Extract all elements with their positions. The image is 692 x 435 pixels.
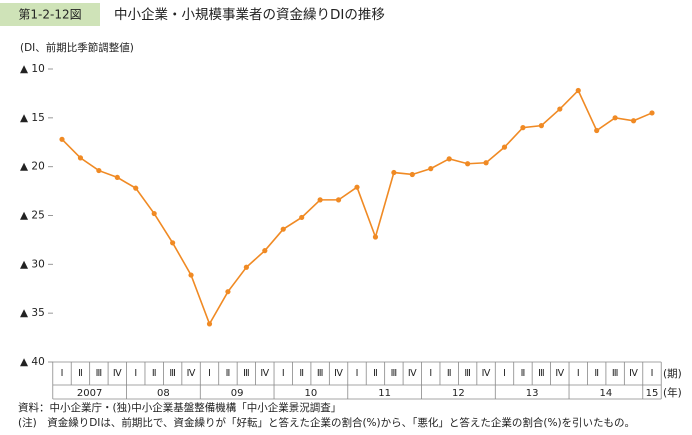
year-label: 10 — [305, 388, 318, 399]
source-note: 資料：中小企業庁・(独)中小企業基盤整備機構「中小企業景況調査」 — [18, 401, 341, 414]
data-point — [206, 321, 213, 327]
x-tick-label: Ⅳ — [260, 368, 269, 379]
data-point — [225, 289, 231, 295]
data-point — [538, 123, 544, 129]
figure-number-box — [0, 3, 100, 26]
x-tick-label: Ⅲ — [169, 368, 176, 379]
x-tick-label: Ⅰ — [651, 368, 654, 379]
data-point — [612, 115, 618, 121]
figure-number: 第1-2-12図 — [18, 8, 81, 22]
x-tick-label: Ⅱ — [373, 368, 378, 379]
year-label: 08 — [157, 388, 170, 399]
x-tick-label: Ⅰ — [356, 368, 359, 379]
x-tick-label: Ⅱ — [521, 368, 526, 379]
x-tick-label: Ⅳ — [187, 368, 196, 379]
chart-title: 中小企業・小規模事業者の資金繰りDIの推移 — [114, 6, 385, 23]
x-unit-quarter: (期) — [663, 368, 682, 380]
x-tick-label: Ⅱ — [226, 368, 231, 379]
data-line — [61, 89, 653, 326]
data-point — [372, 234, 379, 240]
data-point — [59, 136, 65, 142]
data-point — [262, 248, 268, 254]
data-point — [483, 160, 489, 166]
data-point — [299, 214, 305, 221]
data-point — [409, 171, 415, 178]
x-tick-label: Ⅳ — [482, 368, 491, 379]
x-tick-label: Ⅰ — [577, 368, 580, 379]
x-tick-label: Ⅱ — [447, 368, 452, 379]
x-tick-label: Ⅳ — [555, 368, 564, 379]
x-tick-label: Ⅲ — [317, 368, 324, 379]
x-tick-label: Ⅲ — [538, 368, 545, 379]
data-point — [428, 166, 434, 172]
y-tick-label: ▲ 15 — [20, 112, 45, 124]
data-point — [243, 264, 249, 270]
data-point — [133, 185, 139, 191]
y-tick-label: ▲ 35 — [20, 307, 45, 319]
footnote: (注) 資金繰りDIは、前期比で、資金繰りが「好転」と答えた企業の割合(%)から… — [18, 416, 635, 429]
x-tick-label: Ⅰ — [503, 368, 506, 379]
data-point — [114, 174, 120, 181]
x-tick-label: Ⅰ — [134, 368, 137, 379]
x-tick-label: Ⅳ — [408, 368, 417, 379]
data-point — [317, 197, 323, 203]
year-label: 14 — [600, 388, 613, 399]
y-axis-label: (DI、前期比季節調整値) — [20, 41, 134, 54]
x-tick-label: Ⅱ — [594, 368, 599, 379]
x-tick-label: Ⅲ — [243, 368, 250, 379]
data-point — [170, 240, 176, 246]
data-point — [188, 272, 194, 278]
data-point — [594, 127, 600, 134]
x-tick-label: Ⅳ — [629, 368, 638, 379]
x-unit-year: (年) — [663, 386, 682, 399]
x-tick-label: Ⅳ — [334, 368, 343, 379]
data-point — [465, 161, 471, 167]
y-tick-label: ▲ 20 — [20, 161, 45, 173]
x-tick-label: Ⅳ — [113, 368, 122, 379]
data-point — [151, 210, 157, 217]
y-tick-label: ▲ 30 — [20, 258, 45, 270]
year-label: 12 — [452, 388, 465, 399]
data-point — [557, 106, 563, 112]
data-point — [520, 125, 526, 131]
x-tick-label: Ⅲ — [96, 368, 103, 379]
x-tick-label: Ⅱ — [299, 368, 304, 379]
x-tick-label: Ⅰ — [208, 368, 211, 379]
data-point — [630, 118, 637, 124]
year-label: 09 — [231, 388, 244, 399]
data-point — [501, 144, 508, 150]
year-label: 13 — [526, 388, 539, 399]
data-point — [649, 110, 655, 116]
year-label: 2007 — [77, 388, 102, 399]
x-tick-label: Ⅲ — [391, 368, 398, 379]
data-point — [96, 167, 102, 174]
data-point — [354, 184, 360, 190]
data-point — [575, 87, 581, 94]
x-tick-label: Ⅰ — [282, 368, 285, 379]
data-point — [280, 226, 286, 232]
y-tick-label: ▲ 40 — [20, 356, 45, 368]
data-point — [77, 155, 84, 161]
data-point — [446, 156, 452, 162]
x-tick-label: Ⅱ — [152, 368, 157, 379]
year-label: 15 — [646, 388, 659, 399]
data-point — [335, 197, 342, 203]
year-label: 11 — [378, 388, 391, 399]
data-point — [391, 169, 397, 176]
y-tick-label: ▲ 10 — [20, 63, 45, 75]
x-tick-label: Ⅰ — [61, 368, 64, 379]
x-tick-label: Ⅰ — [429, 368, 432, 379]
y-tick-label: ▲ 25 — [20, 210, 45, 222]
x-tick-label: Ⅲ — [464, 368, 471, 379]
x-tick-label: Ⅲ — [612, 368, 619, 379]
x-tick-label: Ⅱ — [78, 368, 83, 379]
